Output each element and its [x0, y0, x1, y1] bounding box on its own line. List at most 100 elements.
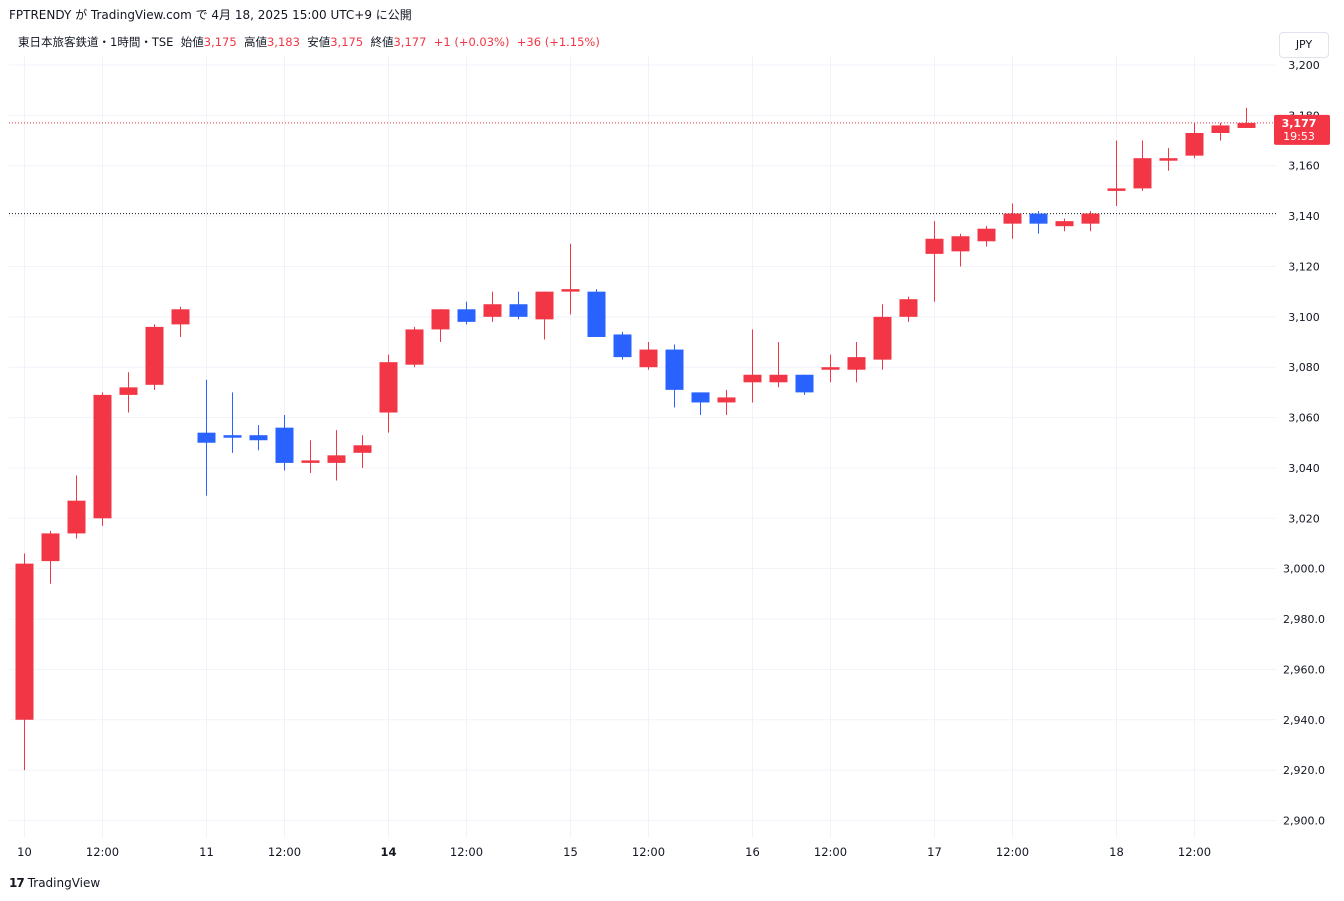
candle — [899, 296, 918, 322]
y-tick-label: 2,920.0 — [1283, 764, 1325, 777]
candle-body — [847, 357, 866, 370]
x-tick-label: 10 — [17, 845, 32, 859]
candle — [795, 374, 814, 395]
candle — [665, 344, 684, 408]
legend-symbol: 東日本旅客鉄道・1時間・TSE — [18, 35, 174, 49]
legend-session-change: +36 (+1.15%) — [516, 35, 600, 49]
candle-body — [327, 455, 346, 463]
candle-body — [665, 349, 684, 390]
candle-body — [93, 394, 112, 519]
candle — [1185, 122, 1204, 159]
reference-lines — [9, 122, 1276, 215]
candle-body — [1081, 213, 1100, 224]
y-tick-label: 3,140 — [1288, 210, 1320, 223]
y-tick-label: 3,000.0 — [1283, 563, 1325, 576]
candle-body — [951, 236, 970, 252]
symbol-legend: 東日本旅客鉄道・1時間・TSE 始値3,175 高値3,183 安値3,175 … — [18, 34, 600, 50]
y-tick-label: 3,080 — [1288, 361, 1320, 374]
candle-body — [353, 445, 372, 453]
candle — [353, 435, 372, 468]
candle — [1055, 218, 1074, 232]
candle — [145, 324, 164, 390]
candle-body — [717, 397, 736, 403]
legend-open-value: 3,175 — [203, 35, 237, 49]
candle — [951, 233, 970, 267]
candle-body — [977, 228, 996, 242]
time-axis[interactable]: 10 12:00 11 12:00 14 12:00 15 12:00 16 12:00 17 12:… — [17, 845, 1211, 859]
candle — [457, 301, 476, 325]
candle-body — [873, 316, 892, 360]
candle — [535, 291, 554, 340]
price-tag-box — [1274, 114, 1330, 145]
price-axis[interactable]: 3,2003,1803,1603,1403,1203,1003,0803,060… — [1283, 59, 1325, 828]
candle-body — [1237, 122, 1256, 128]
candle-body — [925, 238, 944, 254]
candle-body — [483, 304, 502, 317]
candle — [275, 415, 294, 471]
candle-body — [67, 500, 86, 534]
candle — [769, 342, 788, 388]
currency-button[interactable]: JPY — [1279, 32, 1329, 58]
candle — [1029, 211, 1048, 234]
candle-body — [457, 309, 476, 322]
x-tick-label: 12:00 — [632, 845, 665, 859]
candle — [93, 392, 112, 526]
y-tick-label: 2,900.0 — [1283, 815, 1325, 828]
candle — [613, 331, 632, 360]
candle-body — [405, 329, 424, 365]
candle — [587, 289, 606, 337]
candle — [249, 425, 268, 451]
y-tick-label: 3,200 — [1288, 59, 1320, 72]
x-tick-label: 12:00 — [450, 845, 483, 859]
candle-body — [41, 533, 60, 562]
candle — [1211, 122, 1230, 141]
candle-body — [1055, 221, 1074, 227]
legend-close-label: 終値 — [370, 35, 394, 49]
candle — [691, 392, 710, 416]
legend-low-label: 安値 — [307, 35, 331, 49]
candle-body — [769, 374, 788, 383]
candle — [847, 342, 866, 383]
candle — [977, 226, 996, 247]
candle — [1133, 140, 1152, 191]
x-tick-label: 12:00 — [1178, 845, 1211, 859]
candle — [561, 243, 580, 315]
candle — [327, 430, 346, 481]
price-tag-value: 3,177 — [1282, 117, 1317, 130]
x-tick-label: 14 — [380, 845, 396, 859]
candle-body — [535, 291, 554, 320]
candle — [119, 372, 138, 413]
y-tick-label: 3,120 — [1288, 260, 1320, 273]
legend-low-value: 3,175 — [330, 35, 364, 49]
candle — [223, 392, 242, 453]
candle — [379, 354, 398, 433]
x-tick-label: 16 — [745, 845, 760, 859]
candle-body — [171, 309, 190, 325]
candles — [15, 107, 1256, 771]
candle — [171, 306, 190, 337]
candle-body — [639, 349, 658, 368]
candle — [431, 309, 450, 343]
y-tick-label: 3,020 — [1288, 512, 1320, 525]
candle-body — [691, 392, 710, 403]
candle-body — [743, 374, 762, 383]
candle-body — [1003, 213, 1022, 224]
y-tick-label: 2,960.0 — [1283, 663, 1325, 676]
tradingview-brand[interactable]: 17 TradingView — [9, 876, 100, 890]
legend-close-value: 3,177 — [393, 35, 427, 49]
candle-body — [821, 367, 840, 370]
candle-body — [1159, 158, 1178, 161]
candle-body — [223, 435, 242, 438]
candle-body — [795, 374, 814, 393]
y-tick-label: 3,060 — [1288, 412, 1320, 425]
candle — [15, 553, 34, 771]
candle — [1081, 211, 1100, 232]
candle-body — [301, 460, 320, 463]
candle-body — [1107, 188, 1126, 191]
candle — [925, 221, 944, 302]
candle — [1003, 203, 1022, 239]
candle-body — [15, 563, 34, 720]
brand-label: TradingView — [27, 876, 101, 890]
candle-body — [197, 432, 216, 443]
